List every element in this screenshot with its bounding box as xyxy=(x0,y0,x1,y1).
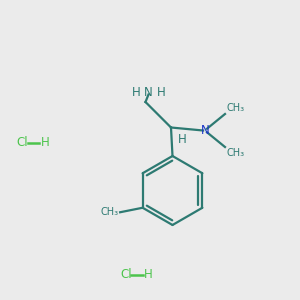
Text: CH₃: CH₃ xyxy=(101,207,119,217)
Text: Cl: Cl xyxy=(120,268,132,281)
Text: H: H xyxy=(40,136,49,149)
Text: N: N xyxy=(144,85,153,99)
Text: CH₃: CH₃ xyxy=(226,148,244,158)
Text: N: N xyxy=(201,124,210,137)
Text: H: H xyxy=(132,85,141,99)
Text: H: H xyxy=(178,133,186,146)
Text: CH₃: CH₃ xyxy=(226,103,244,113)
Text: H: H xyxy=(144,268,153,281)
Text: Cl: Cl xyxy=(16,136,28,149)
Text: H: H xyxy=(157,85,166,99)
